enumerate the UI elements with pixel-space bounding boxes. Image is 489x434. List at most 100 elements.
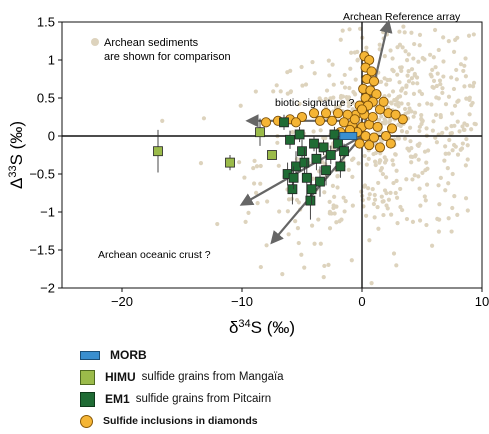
sediment-point <box>402 106 408 112</box>
sediment-point <box>355 49 360 54</box>
sediment-point <box>340 28 345 33</box>
sediment-point <box>449 131 455 136</box>
sediment-point <box>395 72 400 77</box>
sediment-point <box>454 67 459 73</box>
sediment-point <box>463 74 468 79</box>
legend-name: Sulfide inclusions in diamonds <box>103 415 258 427</box>
sediment-point <box>465 143 470 148</box>
legend-item-morb: MORB <box>80 346 153 364</box>
sediment-point <box>293 218 298 224</box>
sediment-point <box>453 37 458 42</box>
sediment-point <box>417 32 423 37</box>
diamond-point <box>380 130 392 142</box>
sediment-point <box>452 103 458 108</box>
legend-item-himu: HIMU sulfide grains from Mangaïa <box>80 368 284 386</box>
sediment-point <box>430 67 435 72</box>
sediment-point <box>340 94 346 99</box>
sediment-point <box>334 220 339 225</box>
sediment-point <box>463 56 468 61</box>
sediment-point <box>471 80 477 85</box>
diamond-point <box>308 108 320 119</box>
sediment-point <box>389 101 394 106</box>
sediment-point <box>402 136 408 141</box>
em1-point <box>285 134 295 145</box>
sediment-point <box>323 96 328 102</box>
sediment-point <box>386 93 392 98</box>
sediment-point <box>367 238 372 243</box>
sediment-point <box>454 77 459 82</box>
sediment-point <box>339 217 344 222</box>
sediment-point <box>380 171 386 177</box>
sediment-point <box>429 243 435 248</box>
sediment-point <box>415 81 420 86</box>
sediment-point <box>382 188 388 193</box>
sediment-point <box>467 112 472 117</box>
diamond-swatch-icon <box>80 414 93 428</box>
sediment-point <box>424 160 429 165</box>
sediment-point <box>201 116 207 121</box>
y-tick-label: −0.5 <box>29 167 55 182</box>
em1-point <box>305 195 316 206</box>
diamond-point <box>332 108 344 119</box>
sediment-point <box>271 89 276 94</box>
sediment-point <box>264 243 269 248</box>
em1-point <box>335 161 346 172</box>
sediment-point <box>294 156 300 162</box>
diamond-point <box>397 114 408 125</box>
em1-point <box>321 165 331 176</box>
y-tick-label: −1.5 <box>29 243 55 258</box>
annotation-sediments-2: are shown for comparison <box>104 51 231 63</box>
sediment-point <box>441 59 446 64</box>
sediment-point <box>431 78 437 83</box>
sediment-point <box>349 258 354 263</box>
annotation-sediments: Archean sediments <box>104 37 199 49</box>
sediment-point <box>470 84 476 89</box>
sediment-point <box>400 45 405 50</box>
sediment-point <box>444 126 449 131</box>
sediment-point <box>238 103 243 108</box>
sediment-point <box>401 24 406 29</box>
sediment-point <box>410 154 415 160</box>
sediment-point <box>384 82 389 87</box>
sediment-point <box>409 146 414 151</box>
ticks: −20 −10 0 10 −2 −1.5 −1 −0.5 0 0.5 1 1.5 <box>29 15 489 310</box>
sediment-point <box>373 162 378 168</box>
sediment-point <box>446 39 451 44</box>
em1-point <box>291 161 301 172</box>
sediment-point <box>258 181 263 186</box>
sediment-point <box>447 137 452 143</box>
sediment-point <box>356 161 361 166</box>
diamond-point <box>366 66 377 77</box>
annotation-reference-array: Archean Reference array <box>343 11 461 23</box>
sediment-point <box>437 217 442 222</box>
sediment-point <box>349 157 355 163</box>
sediment-point <box>416 59 421 64</box>
sediment-point <box>431 119 436 124</box>
sediment-point <box>420 170 425 175</box>
sediment-point <box>433 112 439 117</box>
legend-name: EM1 <box>105 392 130 406</box>
sediment-point <box>461 68 466 74</box>
sediment-point <box>443 188 448 193</box>
sediment-point <box>295 226 301 231</box>
himu-point <box>255 127 265 138</box>
sediment-point <box>335 185 340 190</box>
sediment-point <box>467 97 472 102</box>
em1-point <box>315 176 325 187</box>
sediment-point <box>424 126 429 131</box>
sediment-point <box>416 157 421 162</box>
sediment-point <box>445 166 450 171</box>
sediment-point <box>402 30 407 35</box>
sediment-point <box>450 111 455 116</box>
sediment-point <box>391 69 396 74</box>
sediment-point <box>331 82 336 87</box>
sediment-point <box>417 218 423 223</box>
sediment-point <box>316 169 322 174</box>
sediment-point <box>316 217 321 222</box>
sediment-point <box>406 52 411 57</box>
sediment-point <box>366 156 371 162</box>
sediment-point <box>394 178 399 183</box>
sediment-point <box>459 146 465 151</box>
sediment-point <box>355 58 360 63</box>
y-tick-label: −1 <box>40 205 55 220</box>
